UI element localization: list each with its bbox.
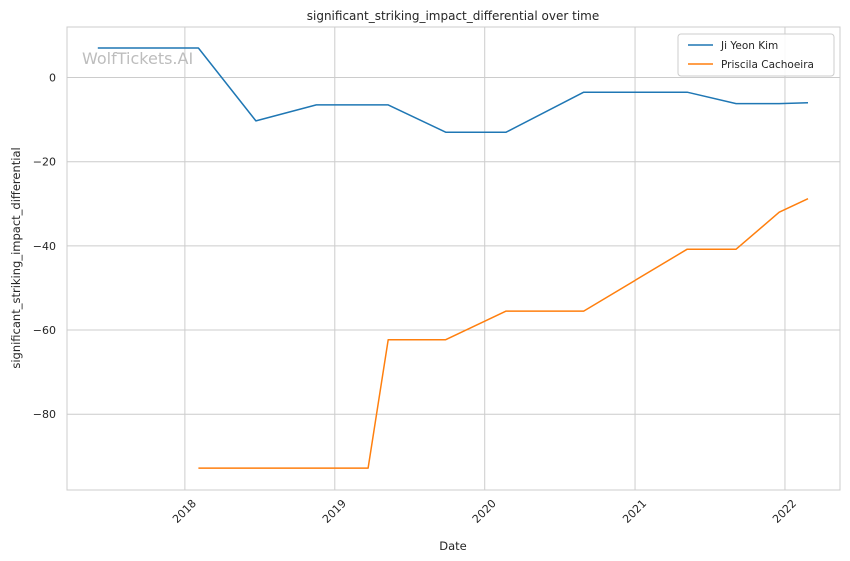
y-tick-label: −20 (33, 156, 56, 169)
y-axis-ticks: 0 −20 −40 −60 −80 (33, 72, 56, 422)
legend-label-ji-yeon-kim: Ji Yeon Kim (720, 40, 778, 52)
series-line-priscila-cachoeira (198, 198, 809, 469)
y-tick-label: 0 (49, 72, 56, 85)
y-tick-label: −60 (33, 324, 56, 337)
x-axis-label: Date (439, 539, 467, 553)
plot-area-frame (66, 26, 841, 491)
legend-label-priscila-cachoeira: Priscila Cachoeira (721, 59, 814, 71)
watermark-text: WolfTickets.AI (82, 49, 193, 68)
y-axis-label: significant_striking_impact_differential (9, 147, 23, 368)
chart-title: significant_striking_impact_differential… (307, 9, 599, 23)
series-lines (97, 47, 809, 469)
y-tick-label: −80 (33, 408, 56, 421)
legend-box (677, 33, 835, 77)
legend: Ji Yeon Kim Priscila Cachoeira (677, 33, 835, 77)
series-line-ji-yeon-kim (97, 47, 809, 133)
grid (67, 27, 840, 490)
y-tick-label: −40 (33, 240, 56, 253)
